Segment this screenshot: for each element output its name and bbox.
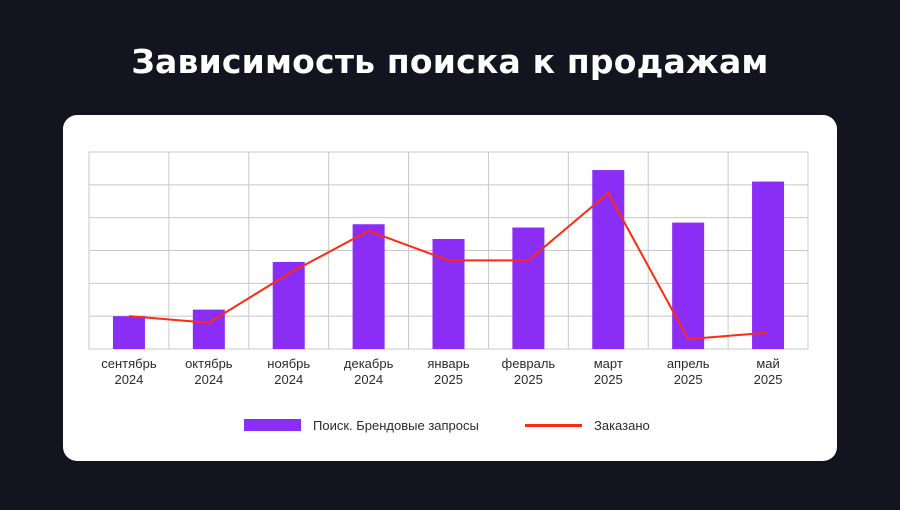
x-tick-label: сентябрь 2024 — [101, 356, 157, 387]
legend-label-line: Заказано — [594, 417, 650, 433]
bar — [352, 224, 385, 349]
x-tick-label: декабрь 2024 — [344, 356, 394, 387]
legend: Поиск. Брендовые запросы Заказано — [0, 414, 900, 436]
x-tick-label: январь 2025 — [427, 356, 469, 387]
x-tick-label: февраль 2025 — [502, 356, 556, 387]
legend-label-bars: Поиск. Брендовые запросы — [313, 417, 479, 433]
bar — [672, 222, 705, 349]
x-tick-label: март 2025 — [594, 356, 623, 387]
bar — [592, 170, 625, 349]
bar — [112, 316, 145, 349]
bar — [752, 181, 785, 349]
legend-item-line: Заказано — [525, 414, 650, 436]
legend-swatch-bars — [244, 419, 301, 431]
bar — [272, 261, 305, 349]
x-tick-label: октябрь 2024 — [185, 356, 233, 387]
x-tick-label: ноябрь 2024 — [267, 356, 310, 387]
legend-swatch-line — [525, 423, 582, 427]
x-tick-label: май 2025 — [754, 356, 783, 387]
x-tick-label: апрель 2025 — [667, 356, 710, 387]
page-title: Зависимость поиска к продажам — [131, 42, 769, 81]
line-series-orders — [128, 192, 769, 341]
bar — [512, 227, 545, 349]
legend-item-bars: Поиск. Брендовые запросы — [244, 414, 479, 436]
